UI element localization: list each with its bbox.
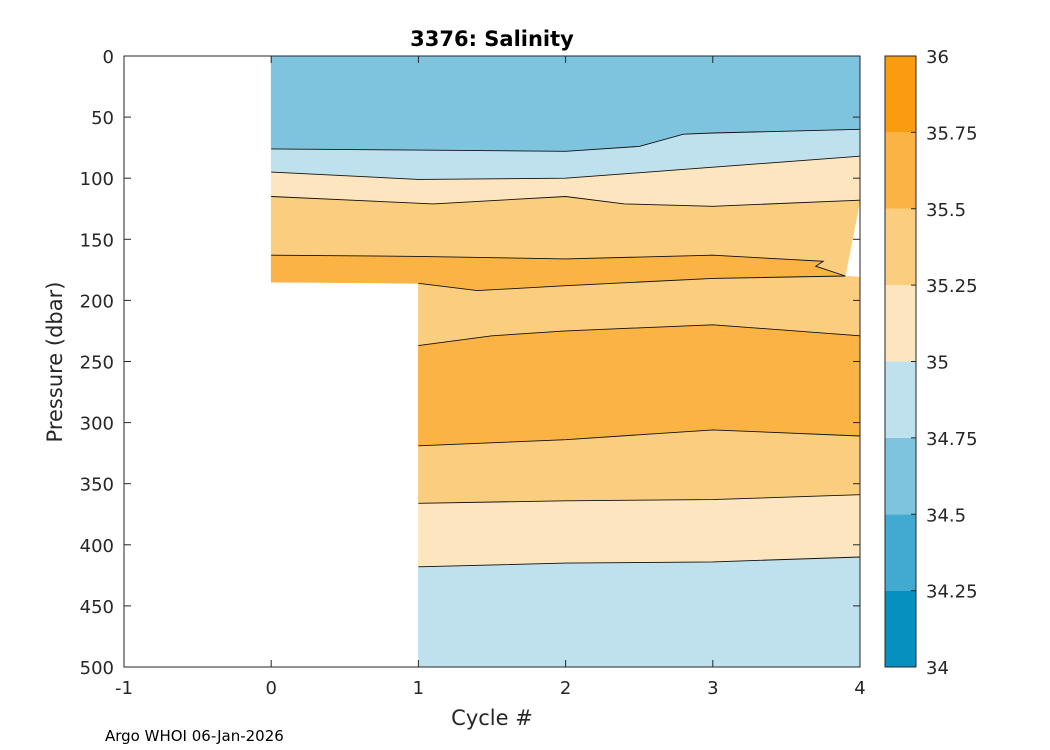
contour-region-band-35.5-35.75-core bbox=[418, 324, 861, 447]
colorbar-band bbox=[885, 132, 916, 209]
colorbar-band bbox=[885, 361, 916, 438]
x-tick-label: -1 bbox=[115, 678, 133, 699]
y-tick-label: 450 bbox=[80, 597, 114, 618]
colorbar-band bbox=[885, 56, 916, 133]
colorbar-tick-label: 34 bbox=[926, 658, 949, 679]
colorbar-band bbox=[885, 208, 916, 286]
contour-line-4 bbox=[271, 254, 846, 292]
colorbar-tick-label: 34.75 bbox=[926, 429, 978, 450]
y-axis-label: Pressure (dbar) bbox=[43, 282, 67, 443]
colorbar-tick-label: 34.25 bbox=[926, 582, 978, 603]
y-tick-label: 500 bbox=[80, 658, 114, 679]
contour-line-6 bbox=[418, 429, 861, 447]
y-axis: 0 50 100 150 200 250 300 350 400 450 500 bbox=[80, 47, 860, 679]
y-tick-label: 350 bbox=[80, 475, 114, 496]
colorbar-band bbox=[885, 437, 916, 515]
y-tick-label: 400 bbox=[80, 536, 114, 557]
y-tick-label: 250 bbox=[80, 353, 114, 374]
y-tick-label: 50 bbox=[91, 108, 114, 129]
y-tick-label: 200 bbox=[80, 291, 114, 312]
colorbar-tick-label: 35.25 bbox=[926, 276, 978, 297]
chart-title: 3376: Salinity bbox=[410, 27, 574, 51]
contour-line-5 bbox=[418, 324, 861, 347]
y-tick-label: 300 bbox=[80, 414, 114, 435]
colorbar-tick-label: 36 bbox=[926, 47, 949, 68]
x-tick-label: 4 bbox=[854, 678, 865, 699]
contour-line-3 bbox=[271, 196, 861, 207]
colorbar-tick-label: 34.5 bbox=[926, 505, 966, 526]
colorbar: 34 34.25 34.5 34.75 35 35.25 35.5 35.75 36 bbox=[884, 47, 978, 679]
contour-line-8 bbox=[418, 556, 861, 568]
y-tick-label: 0 bbox=[103, 47, 114, 68]
contour-line-1 bbox=[271, 128, 861, 152]
footer-note: Argo WHOI 06-Jan-2026 bbox=[105, 727, 284, 745]
x-tick-label: 0 bbox=[265, 678, 276, 699]
colorbar-tick-label: 35.5 bbox=[926, 200, 966, 221]
y-tick-label: 100 bbox=[80, 169, 114, 190]
x-tick-label: 3 bbox=[707, 678, 718, 699]
x-axis: -1 0 1 2 3 4 bbox=[115, 56, 866, 699]
colorbar-band bbox=[885, 590, 916, 667]
plot-area bbox=[124, 55, 861, 668]
contour-line-2 bbox=[271, 155, 861, 180]
contour-line-7 bbox=[418, 494, 861, 504]
y-tick-label: 150 bbox=[80, 230, 114, 251]
x-tick-label: 1 bbox=[413, 678, 424, 699]
colorbar-tick-label: 35 bbox=[926, 353, 949, 374]
colorbar-tick-label: 35.75 bbox=[926, 123, 978, 144]
colorbar-band bbox=[885, 285, 916, 362]
contour-region-band-35-35.25-lower bbox=[418, 494, 861, 568]
colorbar-band bbox=[885, 514, 916, 591]
x-tick-label: 2 bbox=[560, 678, 571, 699]
x-axis-label: Cycle # bbox=[451, 706, 533, 730]
contour-lines bbox=[271, 128, 861, 568]
contour-region-band-34.75-35-deep bbox=[418, 556, 861, 668]
